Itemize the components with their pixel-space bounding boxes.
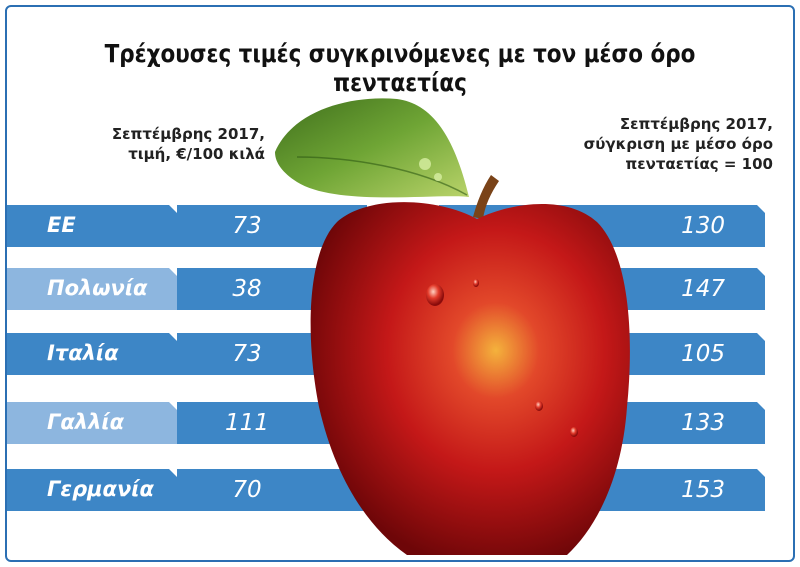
corner-notch	[757, 402, 765, 410]
corner-notch	[757, 469, 765, 477]
category-label: ΕΕ	[47, 213, 76, 237]
category-label-block	[7, 469, 177, 511]
leaf-drop-icon	[419, 158, 431, 170]
category-label-block	[7, 333, 177, 375]
apple-body	[310, 202, 630, 555]
corner-notch	[169, 268, 177, 276]
stem-icon	[473, 175, 499, 219]
category-label-block	[7, 205, 177, 247]
corner-notch	[169, 333, 177, 341]
category-label-block	[7, 402, 177, 444]
right-header-line-1: Σεπτέμβρης 2017,	[619, 115, 773, 133]
price-value-label: 70	[232, 477, 262, 503]
leaf-drop-icon	[434, 173, 442, 181]
leaf-icon	[275, 98, 469, 198]
apple-illustration	[275, 98, 630, 555]
index-value-label: 105	[681, 341, 725, 367]
water-drop-icon	[473, 279, 479, 287]
right-header-line-3: πενταετίας = 100	[625, 155, 773, 173]
right-column-header: Σεπτέμβρης 2017, σύγκριση με μέσο όρο πε…	[527, 114, 773, 174]
water-drop-icon	[570, 427, 578, 437]
water-drop-icon	[535, 401, 543, 411]
left-header-line-1: Σεπτέμβρης 2017,	[111, 125, 265, 143]
category-label: Γαλλία	[47, 410, 124, 434]
right-header-line-2: σύγκριση με μέσο όρο	[583, 135, 773, 153]
left-column-header: Σεπτέμβρης 2017, τιμή, €/100 κιλά	[45, 124, 265, 164]
corner-notch	[757, 333, 765, 341]
price-value-label: 38	[232, 276, 262, 302]
corner-notch	[169, 469, 177, 477]
index-value-label: 133	[681, 410, 725, 436]
corner-notch	[169, 205, 177, 213]
category-label-block	[7, 268, 177, 310]
index-value-label: 147	[681, 276, 725, 302]
price-value-label: 111	[225, 410, 269, 436]
chart-title: Τρέχουσες τιμές συγκρινόμενες με τον μέσ…	[104, 39, 696, 97]
infographic-frame: Τρέχουσες τιμές συγκρινόμενες με τον μέσ…	[5, 5, 795, 562]
category-label: Ιταλία	[47, 341, 119, 365]
category-label: Γερμανία	[47, 477, 154, 501]
category-label: Πολωνία	[47, 276, 148, 300]
price-value-label: 73	[232, 213, 262, 239]
index-value-label: 153	[681, 477, 725, 503]
index-value-label: 130	[681, 213, 725, 239]
water-drop-icon	[426, 284, 444, 306]
corner-notch	[169, 402, 177, 410]
corner-notch	[757, 268, 765, 276]
left-header-line-2: τιμή, €/100 κιλά	[128, 145, 265, 163]
price-value-label: 73	[232, 341, 262, 367]
corner-notch	[757, 205, 765, 213]
